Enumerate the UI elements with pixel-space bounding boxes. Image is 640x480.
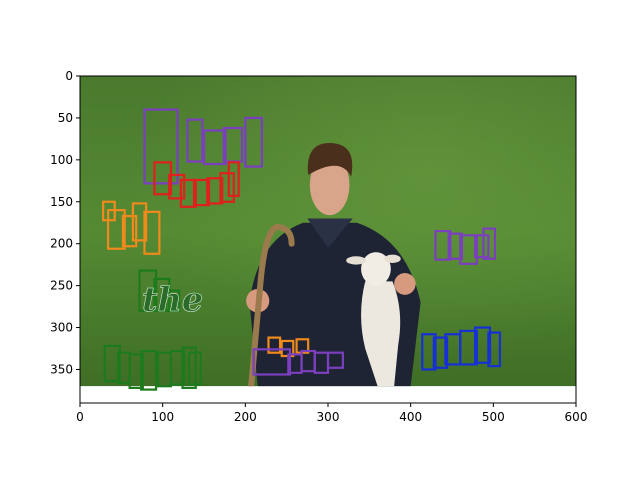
box-group-purple-bottom	[252, 348, 344, 376]
char-bounding-box	[107, 209, 126, 250]
char-bounding-box	[244, 116, 263, 168]
char-bounding-box	[432, 336, 449, 369]
char-bounding-box	[447, 232, 464, 260]
char-bounding-box	[421, 333, 437, 371]
char-bounding-box	[140, 349, 158, 391]
x-tick-label: 500	[482, 410, 505, 424]
char-bounding-box	[206, 177, 224, 205]
annotation-boxes	[102, 108, 502, 391]
man-hair	[307, 142, 353, 177]
char-bounding-box	[128, 353, 144, 390]
man-right-hand	[394, 273, 416, 295]
x-tick-label: 100	[151, 410, 174, 424]
char-bounding-box	[121, 214, 138, 248]
char-bounding-box	[474, 234, 490, 259]
box-group-green-word	[138, 269, 181, 312]
y-tick-label: 250	[50, 279, 73, 293]
axis-ticks: 0 100 200 300 400 500 600 0 50 100 150 200 250 300 350	[50, 69, 587, 424]
word-label: the	[142, 280, 203, 319]
x-tick-label: 600	[565, 410, 588, 424]
char-bounding-box	[188, 351, 202, 386]
char-bounding-box	[487, 331, 502, 368]
box-group-green-bottom	[103, 344, 202, 391]
char-bounding-box	[219, 172, 235, 203]
lamb-head	[361, 252, 391, 286]
lamb-ear	[346, 256, 367, 265]
char-bounding-box	[143, 210, 161, 255]
char-bounding-box	[153, 161, 173, 196]
char-bounding-box	[252, 348, 292, 376]
box-group-purple-right	[434, 227, 497, 265]
box-group-blue-right	[421, 326, 502, 371]
char-bounding-box	[459, 329, 478, 366]
box-group-orange-left	[102, 200, 161, 255]
char-bounding-box	[326, 351, 344, 369]
x-tick-label: 300	[317, 410, 340, 424]
y-tick-label: 350	[50, 362, 73, 376]
box-group-red-row	[153, 161, 240, 208]
char-bounding-box	[168, 173, 186, 200]
char-bounding-box	[143, 108, 179, 185]
char-bounding-box	[434, 230, 452, 261]
char-bounding-box	[192, 178, 211, 207]
char-bounding-box	[227, 161, 240, 198]
char-bounding-box	[153, 277, 171, 312]
char-bounding-box	[482, 227, 497, 260]
char-bounding-box	[103, 344, 121, 383]
char-bounding-box	[179, 178, 197, 208]
man-collar	[307, 218, 353, 248]
y-tick-label: 200	[50, 237, 73, 251]
char-bounding-box	[267, 336, 282, 354]
char-bounding-box	[202, 129, 227, 166]
y-tick-label: 100	[50, 153, 73, 167]
man-face	[309, 154, 350, 216]
char-bounding-box	[131, 202, 148, 242]
char-bounding-box	[164, 289, 181, 312]
y-tick-label: 300	[50, 321, 73, 335]
y-tick-label: 0	[65, 69, 73, 83]
annotation-words: the	[142, 279, 204, 319]
char-bounding-box	[459, 234, 478, 265]
x-tick-label: 400	[399, 410, 422, 424]
char-bounding-box	[474, 326, 492, 364]
photo-background	[80, 76, 576, 387]
y-tick-label: 150	[50, 195, 73, 209]
y-tick-label: 50	[58, 111, 73, 125]
char-bounding-box	[186, 118, 204, 163]
char-bounding-box	[169, 349, 186, 386]
x-tick-label: 200	[234, 410, 257, 424]
lamb-body	[361, 281, 401, 387]
shepherd-crook	[248, 223, 295, 387]
lamb-ear	[384, 254, 401, 263]
char-bounding-box	[138, 269, 158, 312]
char-bounding-box	[181, 346, 197, 390]
x-tick-label: 0	[76, 410, 84, 424]
